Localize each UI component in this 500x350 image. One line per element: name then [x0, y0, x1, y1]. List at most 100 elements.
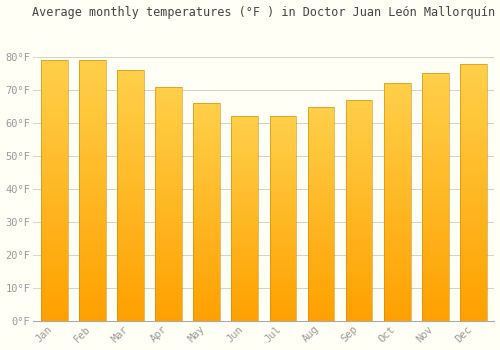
Bar [117, 95, 144, 98]
Bar [156, 166, 182, 169]
Bar [194, 215, 220, 218]
Bar [308, 284, 334, 286]
Bar [232, 319, 258, 321]
Bar [384, 95, 410, 98]
Bar [422, 296, 448, 300]
Bar [346, 136, 372, 139]
Bar [460, 270, 487, 273]
Bar [232, 206, 258, 209]
Bar [346, 194, 372, 197]
Bar [270, 290, 296, 293]
Bar [460, 234, 487, 238]
Bar [41, 266, 68, 269]
Bar [117, 243, 144, 246]
Bar [384, 182, 410, 184]
Bar [194, 218, 220, 220]
Bar [156, 274, 182, 277]
Bar [460, 312, 487, 315]
Bar [384, 107, 410, 110]
Bar [232, 129, 258, 132]
Bar [270, 186, 296, 188]
Bar [384, 309, 410, 313]
Bar [117, 227, 144, 230]
Bar [232, 132, 258, 134]
Bar [194, 160, 220, 163]
Bar [308, 300, 334, 302]
Bar [41, 289, 68, 292]
Bar [41, 122, 68, 126]
Bar [79, 188, 106, 191]
Bar [422, 169, 448, 173]
Bar [156, 307, 182, 310]
Bar [156, 213, 182, 216]
Bar [156, 98, 182, 101]
Bar [422, 191, 448, 194]
Bar [422, 92, 448, 95]
Bar [194, 120, 220, 122]
Bar [308, 238, 334, 241]
Bar [117, 240, 144, 243]
Bar [194, 286, 220, 289]
Bar [156, 286, 182, 289]
Bar [422, 95, 448, 98]
Bar [194, 177, 220, 180]
Bar [308, 225, 334, 228]
Bar [41, 126, 68, 129]
Bar [308, 149, 334, 152]
Bar [194, 220, 220, 223]
Bar [346, 263, 372, 266]
Bar [41, 83, 68, 86]
Bar [270, 124, 296, 127]
Bar [79, 90, 106, 93]
Bar [270, 257, 296, 260]
Bar [270, 267, 296, 270]
Bar [384, 256, 410, 259]
Bar [117, 124, 144, 127]
Bar [384, 83, 410, 321]
Bar [346, 191, 372, 194]
Bar [194, 302, 220, 305]
Bar [460, 254, 487, 257]
Bar [270, 155, 296, 158]
Bar [384, 122, 410, 125]
Bar [270, 260, 296, 262]
Bar [346, 111, 372, 114]
Bar [194, 149, 220, 152]
Bar [232, 211, 258, 214]
Bar [194, 166, 220, 169]
Bar [117, 120, 144, 124]
Bar [460, 163, 487, 167]
Bar [308, 241, 334, 244]
Bar [79, 60, 106, 63]
Bar [270, 158, 296, 160]
Bar [308, 158, 334, 160]
Bar [156, 318, 182, 321]
Bar [346, 318, 372, 321]
Bar [346, 100, 372, 103]
Bar [117, 139, 144, 142]
Bar [41, 155, 68, 158]
Bar [308, 163, 334, 166]
Bar [41, 93, 68, 96]
Bar [422, 77, 448, 80]
Bar [346, 166, 372, 169]
Bar [232, 257, 258, 260]
Bar [194, 201, 220, 204]
Bar [346, 280, 372, 282]
Bar [117, 237, 144, 240]
Bar [460, 76, 487, 80]
Bar [460, 70, 487, 73]
Bar [346, 144, 372, 147]
Bar [194, 212, 220, 215]
Bar [346, 296, 372, 299]
Bar [41, 90, 68, 93]
Bar [346, 222, 372, 224]
Bar [117, 189, 144, 193]
Bar [41, 161, 68, 165]
Bar [308, 260, 334, 262]
Bar [194, 163, 220, 166]
Bar [232, 267, 258, 270]
Bar [422, 132, 448, 135]
Bar [270, 278, 296, 280]
Bar [156, 136, 182, 140]
